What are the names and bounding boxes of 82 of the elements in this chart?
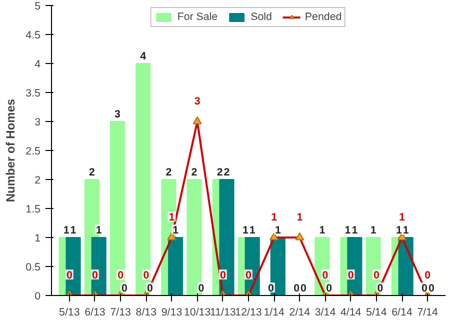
bar [168, 237, 184, 296]
y-tick-label: 2 [34, 174, 41, 186]
x-tick-label: 7/14 [417, 306, 438, 318]
y-tick-label: 2.5 [26, 146, 41, 158]
data-label: 1 [249, 224, 256, 236]
data-label: 0 [424, 270, 431, 282]
data-label: 1 [96, 224, 102, 236]
x-tick-label: 1/14 [264, 306, 285, 318]
data-label: 0 [268, 282, 274, 294]
y-tick-label: 3.5 [26, 88, 41, 100]
data-label: 0 [377, 282, 384, 294]
y-tick-label: 5 [34, 0, 41, 12]
data-label: 1 [63, 224, 70, 236]
data-label: 2 [166, 166, 172, 178]
y-tick-label: 4.5 [26, 30, 41, 42]
data-label: 3 [194, 96, 200, 108]
x-tick-label: 8/13 [136, 306, 157, 318]
legend-label: Pended [304, 11, 342, 23]
bar [136, 63, 151, 296]
x-tick-label: 9/13 [161, 306, 182, 318]
data-label: 1 [370, 224, 376, 236]
data-label: 2 [88, 166, 95, 178]
data-label: 0 [300, 282, 307, 294]
y-tick-label: 0 [34, 290, 41, 302]
data-label: 1 [319, 224, 326, 236]
y-tick-label: 0.5 [26, 262, 41, 274]
data-label: 2 [216, 166, 223, 178]
data-label: 0 [422, 282, 428, 294]
data-label: 0 [428, 282, 434, 294]
data-label: 0 [66, 270, 72, 282]
data-label: 2 [224, 166, 230, 178]
data-label: 1 [402, 224, 409, 236]
data-label: 1 [396, 224, 402, 236]
legend-label: Sold [250, 11, 272, 23]
data-label: 1 [172, 224, 179, 236]
data-label: 1 [70, 224, 76, 236]
data-label: 1 [399, 212, 406, 224]
data-label: 0 [294, 282, 300, 294]
data-label: 1 [274, 224, 281, 236]
data-label: 0 [326, 282, 332, 294]
x-tick-label: 5/14 [366, 306, 387, 318]
y-tick-label: 4 [34, 58, 41, 70]
bar [91, 237, 106, 296]
y-tick-label: 1.5 [26, 204, 41, 216]
x-tick-label: 3/14 [314, 306, 336, 318]
y-tick-label: 3 [34, 116, 41, 128]
data-label: 0 [348, 270, 354, 282]
x-tick-label: 7/13 [110, 306, 132, 318]
data-label: 0 [118, 270, 124, 282]
x-tick-label: 12/13 [235, 306, 262, 318]
bar [219, 179, 234, 296]
data-label: 1 [296, 212, 303, 224]
data-label: 0 [220, 270, 226, 282]
data-label: 0 [246, 270, 252, 282]
data-label: 4 [140, 50, 146, 62]
x-tick-label: 2/14 [289, 306, 310, 318]
bar [66, 237, 81, 296]
data-label: 1 [271, 212, 278, 224]
data-label: 2 [191, 166, 198, 178]
x-tick-label: 5/13 [59, 306, 80, 318]
x-tick-label: 10/13 [184, 306, 211, 318]
legend-label: For Sale [177, 11, 218, 23]
data-label: 0 [143, 270, 150, 282]
x-tick-label: 11/13 [210, 306, 236, 318]
x-tick-label: 4/14 [340, 306, 362, 318]
data-label: 0 [121, 282, 128, 294]
x-tick-label: 6/13 [84, 306, 106, 318]
y-tick-label: 1 [34, 232, 41, 244]
data-label: 1 [168, 212, 175, 224]
bar [110, 121, 126, 296]
data-label: 0 [373, 270, 380, 282]
data-label: 0 [322, 270, 328, 282]
y-axis-title: Number of Homes [4, 98, 18, 202]
data-label: 1 [242, 224, 248, 236]
data-label: 1 [352, 224, 358, 236]
data-label: 0 [147, 282, 154, 294]
x-tick-label: 6/14 [392, 306, 412, 318]
data-label: 3 [114, 108, 121, 120]
data-label: 0 [198, 282, 204, 294]
data-label: 0 [92, 270, 98, 282]
data-label: 1 [344, 224, 351, 236]
bar [186, 179, 202, 296]
